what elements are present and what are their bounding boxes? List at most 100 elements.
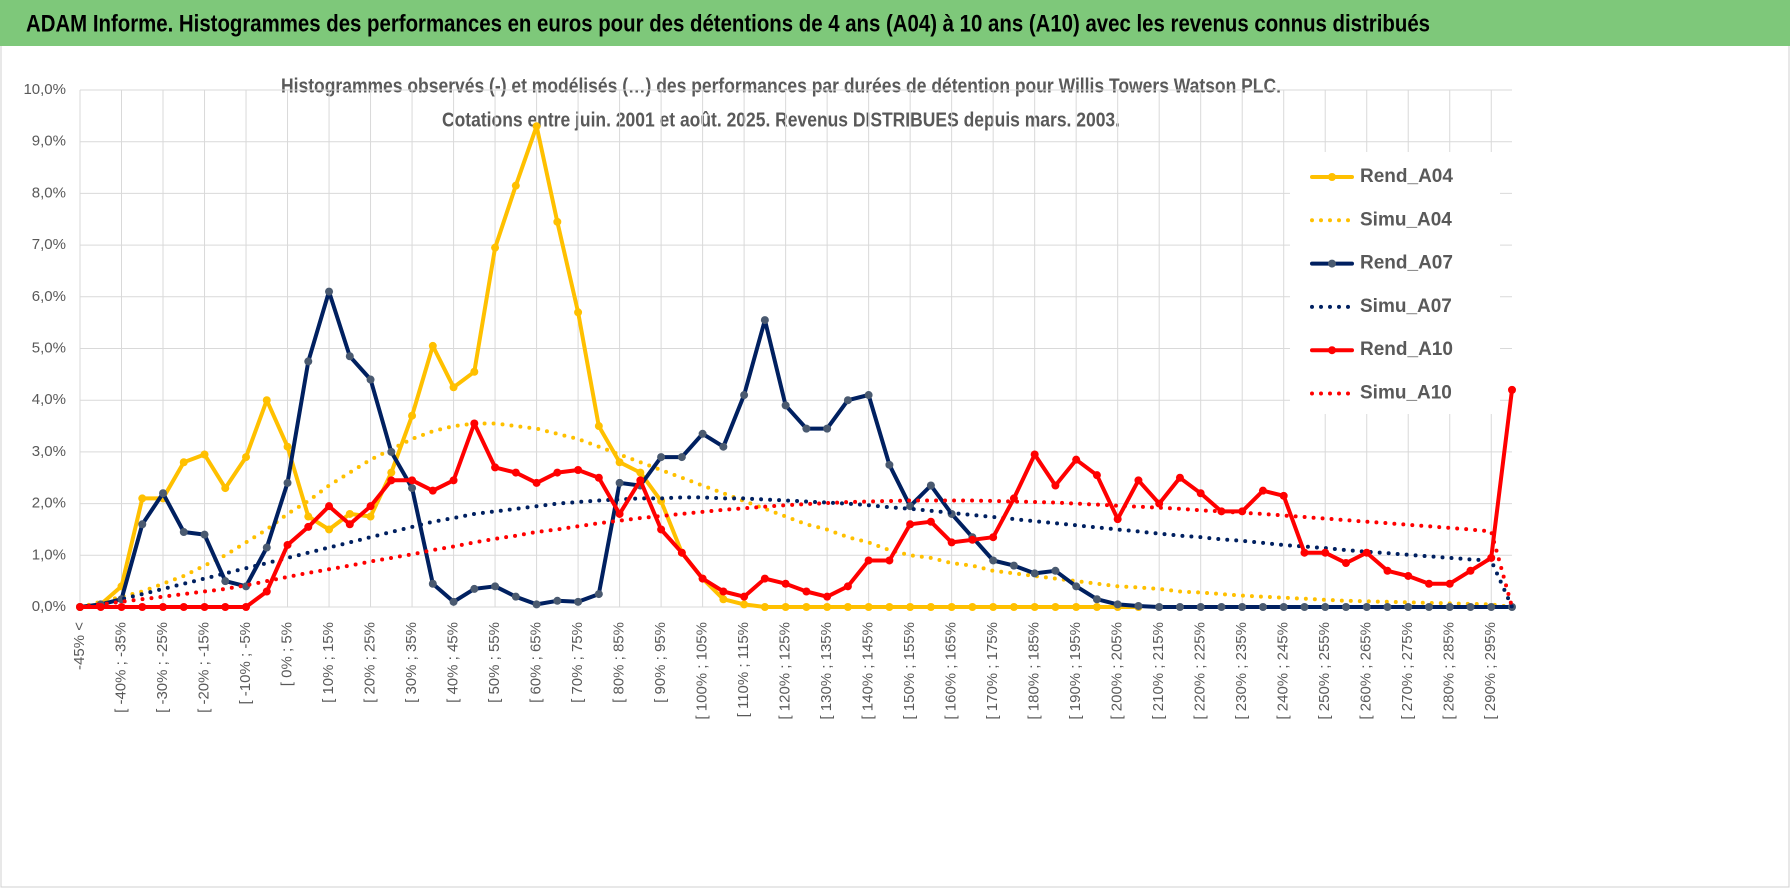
data-point	[1383, 603, 1392, 611]
data-point	[1466, 603, 1475, 611]
data-point	[1155, 603, 1164, 611]
chart-subtitle: Cotations entre juin. 2001 et août. 2025…	[442, 109, 1120, 131]
data-point	[366, 502, 375, 511]
data-point	[428, 341, 437, 350]
y-tick-label: 8,0%	[32, 184, 66, 201]
data-point	[470, 419, 479, 428]
x-tick-label: [ 30% ; 35%	[403, 622, 420, 703]
data-point	[1362, 603, 1371, 611]
data-point	[1072, 455, 1081, 464]
data-point	[1051, 603, 1060, 611]
data-point	[719, 442, 728, 451]
data-point	[802, 424, 811, 433]
data-point	[449, 383, 458, 392]
data-point	[325, 287, 334, 296]
data-point	[1051, 566, 1060, 575]
data-point	[117, 603, 126, 611]
data-point	[989, 556, 998, 565]
x-tick-label: [ 60% ; 65%	[528, 622, 545, 703]
data-point	[1217, 603, 1226, 611]
data-point	[428, 579, 437, 588]
data-point	[615, 478, 624, 487]
data-point	[864, 603, 873, 611]
data-point	[200, 530, 209, 539]
data-point	[1404, 603, 1413, 611]
data-point	[262, 543, 271, 552]
data-point	[325, 502, 334, 511]
x-tick-label: [ 260% ; 265%	[1358, 622, 1375, 720]
x-tick-label: [ 100% ; 105%	[694, 622, 711, 720]
data-point	[719, 595, 728, 604]
chart-title: ADAM Informe. Histogrammes des performan…	[26, 10, 1430, 37]
data-point	[532, 478, 541, 487]
data-point	[1383, 566, 1392, 575]
data-point	[926, 603, 935, 611]
chart-subtitle: Histogrammes observés (-) et modélisés (…	[281, 75, 1281, 97]
data-point	[760, 316, 769, 325]
data-point	[262, 587, 271, 596]
observed-line	[78, 289, 1514, 609]
legend-label: Simu_A04	[1360, 209, 1452, 230]
data-point	[1155, 499, 1164, 508]
x-tick-label: [ 80% ; 85%	[611, 622, 628, 703]
data-point	[843, 603, 852, 611]
data-point	[947, 538, 956, 547]
data-point	[864, 556, 873, 565]
data-point	[1009, 603, 1018, 611]
x-tick-label: [ 290% ; 295%	[1482, 622, 1499, 720]
data-point	[221, 484, 230, 493]
model-line	[78, 495, 1514, 609]
data-point	[532, 122, 541, 131]
model-line	[78, 498, 1514, 609]
data-point	[1341, 603, 1350, 611]
data-point	[1175, 603, 1184, 611]
y-tick-label: 0,0%	[32, 598, 66, 615]
x-tick-label: [ -20% ; -15%	[195, 622, 212, 713]
data-point	[906, 603, 915, 611]
data-point	[553, 468, 562, 477]
data-point	[1009, 561, 1018, 570]
x-tick-label: [ 230% ; 235%	[1233, 622, 1250, 720]
legend-marker	[1328, 259, 1336, 268]
data-point	[989, 533, 998, 542]
data-point	[885, 603, 894, 611]
data-point	[781, 401, 790, 410]
y-tick-label: 10,0%	[23, 81, 66, 98]
data-point	[719, 587, 728, 596]
x-tick-label: [ 0% ; 5%	[279, 622, 296, 686]
header-bar	[0, 0, 1790, 46]
y-tick-label: 1,0%	[32, 546, 66, 563]
y-tick-label: 7,0%	[32, 236, 66, 253]
data-point	[283, 540, 292, 549]
data-point	[179, 458, 188, 467]
x-tick-label: [ 70% ; 75%	[569, 622, 586, 703]
data-point	[387, 468, 396, 477]
data-point	[1030, 450, 1039, 459]
data-point	[1279, 603, 1288, 611]
x-tick-label: [ 160% ; 165%	[943, 622, 960, 720]
data-point	[138, 603, 147, 611]
data-point	[200, 603, 209, 611]
data-point	[366, 375, 375, 384]
data-point	[740, 600, 749, 609]
x-tick-label: [ -40% ; -35%	[112, 622, 129, 713]
data-point	[345, 520, 354, 529]
legend-label: Simu_A10	[1360, 383, 1452, 404]
data-point	[1113, 600, 1122, 609]
data-point	[636, 468, 645, 477]
data-point	[1113, 515, 1122, 524]
data-point	[1051, 481, 1060, 490]
observed-line	[78, 387, 1514, 609]
data-point	[1466, 566, 1475, 575]
y-tick-label: 3,0%	[32, 443, 66, 460]
data-point	[325, 525, 334, 534]
data-point	[989, 603, 998, 611]
data-point	[1092, 595, 1101, 604]
data-point	[221, 577, 230, 586]
legend-label: Rend_A04	[1360, 166, 1453, 187]
data-point	[1134, 601, 1143, 610]
data-point	[1300, 603, 1309, 611]
data-point	[1196, 489, 1205, 498]
observed-line	[78, 124, 1141, 609]
x-tick-label: [ -30% ; -25%	[154, 622, 171, 713]
